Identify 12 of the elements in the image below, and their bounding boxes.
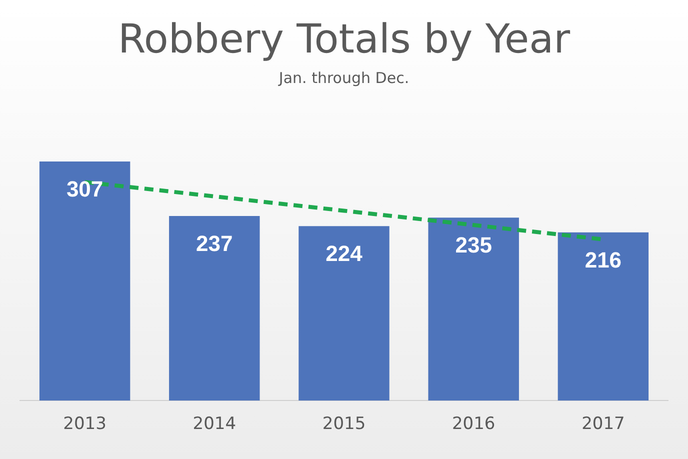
data-label: 216	[584, 247, 622, 272]
data-label: 224	[326, 241, 364, 266]
x-tick-label: 2017	[582, 414, 625, 434]
chart-title: Robbery Totals by Year	[118, 16, 571, 62]
chart-subtitle: Jan. through Dec.	[278, 68, 410, 87]
x-tick-label: 2013	[63, 414, 106, 434]
data-label: 235	[455, 232, 492, 258]
data-label: 237	[196, 231, 233, 256]
data-label: 307	[66, 176, 104, 202]
x-tick-label: 2014	[192, 414, 236, 434]
x-tick-label: 2015	[322, 414, 366, 434]
x-tick-label: 2016	[452, 414, 496, 434]
